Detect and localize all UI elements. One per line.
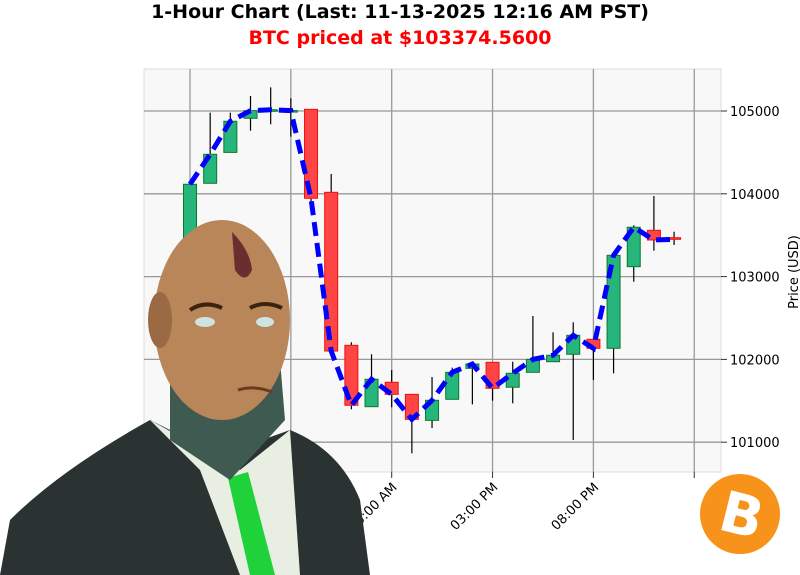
x-tick-label: 08:00 PM — [549, 480, 602, 533]
avatar-illustration — [0, 220, 370, 575]
y-tick-label: 104000 — [730, 188, 780, 203]
candle — [626, 225, 641, 282]
y-axis-label: Price (USD) — [787, 235, 800, 309]
y-tick-label: 101000 — [730, 436, 780, 451]
candle — [324, 174, 339, 352]
y-tick-label: 103000 — [730, 271, 780, 286]
x-tick-label: 03:00 PM — [448, 480, 501, 533]
y-tick-label: 105000 — [730, 105, 780, 120]
close-price-line — [187, 107, 675, 424]
candle — [505, 361, 520, 404]
price-subtitle: BTC priced at $103374.5600 — [248, 27, 552, 49]
candle-body-down — [304, 108, 319, 199]
bitcoin-logo-icon: B — [700, 474, 780, 554]
y-axis: 101000 102000 103000 104000 105000 — [721, 105, 780, 451]
candle-body-up — [505, 372, 520, 388]
candle-body-up — [626, 226, 641, 268]
y-tick-label: 102000 — [730, 353, 780, 368]
chart-title: 1-Hour Chart (Last: 11-13-2025 12:16 AM … — [151, 1, 649, 23]
candle — [525, 316, 540, 373]
